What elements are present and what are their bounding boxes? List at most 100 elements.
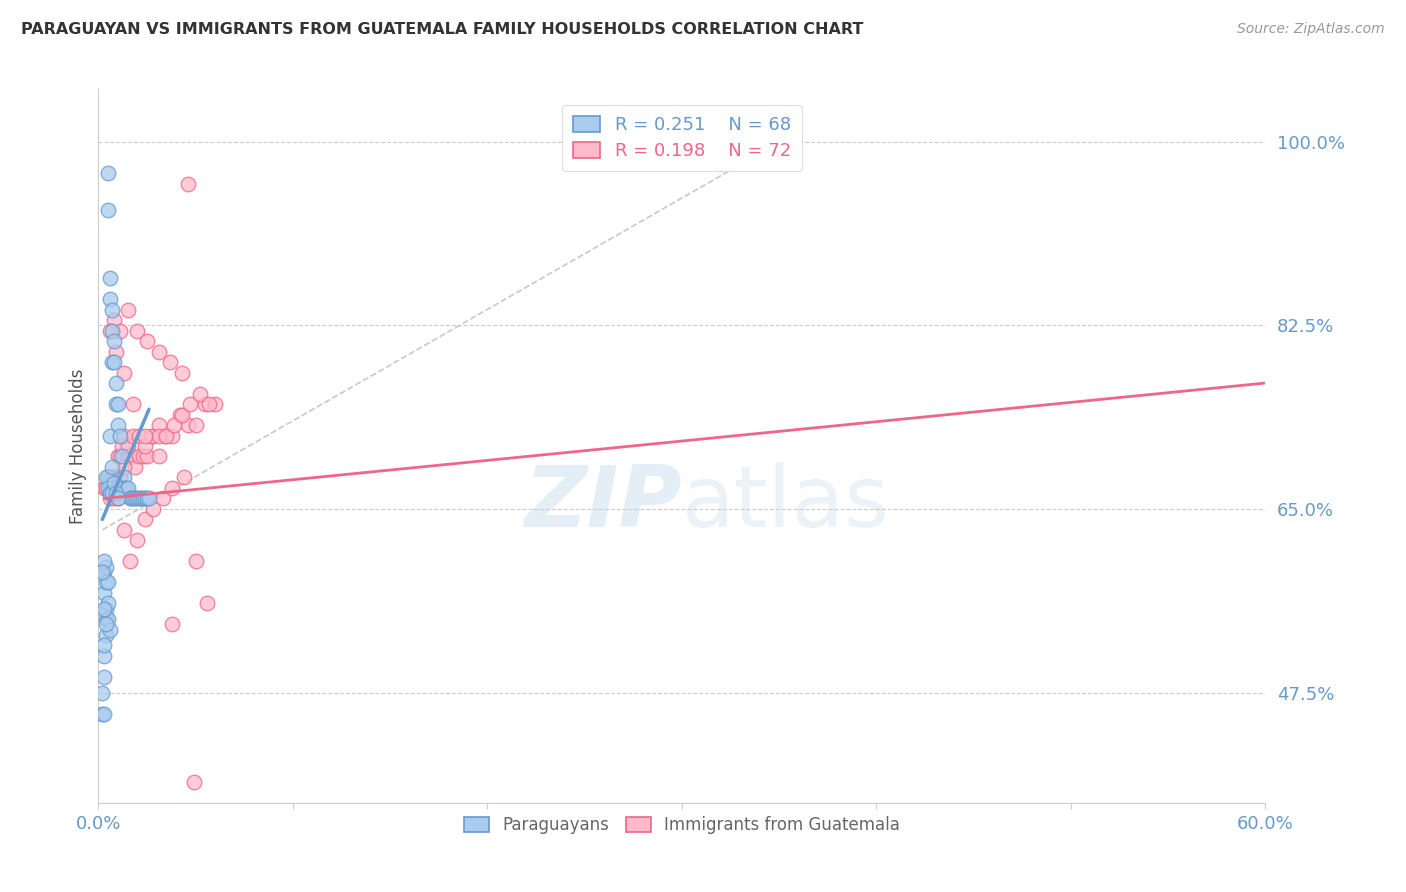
Point	[97, 596, 120, 610]
Point	[104, 486, 127, 500]
Point	[134, 491, 156, 506]
Point	[97, 575, 120, 590]
Point	[148, 450, 170, 464]
Point	[101, 470, 124, 484]
Point	[96, 601, 118, 615]
Point	[104, 376, 127, 390]
Point	[96, 628, 118, 642]
Point	[107, 450, 129, 464]
Point	[98, 271, 121, 285]
Point	[117, 450, 139, 464]
Point	[108, 481, 131, 495]
Point	[117, 481, 139, 495]
Point	[103, 334, 125, 348]
Point	[103, 491, 125, 506]
Point	[162, 617, 184, 632]
Point	[142, 428, 165, 442]
Point	[195, 596, 218, 610]
Point	[155, 428, 177, 442]
Point	[183, 774, 205, 789]
Point	[101, 486, 124, 500]
Point	[179, 397, 201, 411]
Point	[107, 481, 129, 495]
Point	[101, 460, 124, 475]
Point	[93, 586, 115, 600]
Point	[103, 313, 125, 327]
Point	[127, 491, 149, 506]
Point	[91, 565, 114, 579]
Point	[104, 470, 127, 484]
Point	[93, 670, 115, 684]
Point	[98, 292, 121, 306]
Point	[121, 450, 143, 464]
Point	[170, 408, 193, 422]
Point	[97, 470, 120, 484]
Point	[114, 481, 136, 495]
Point	[162, 481, 184, 495]
Point	[98, 481, 121, 495]
Point	[91, 706, 114, 721]
Point	[104, 481, 127, 495]
Point	[204, 397, 226, 411]
Point	[148, 428, 170, 442]
Point	[148, 344, 170, 359]
Point	[132, 491, 155, 506]
Point	[101, 355, 124, 369]
Point	[128, 491, 150, 506]
Point	[93, 481, 115, 495]
Point	[129, 491, 152, 506]
Point	[96, 470, 118, 484]
Point	[104, 344, 127, 359]
Point	[152, 491, 174, 506]
Point	[136, 334, 159, 348]
Point	[101, 324, 124, 338]
Point	[98, 486, 121, 500]
Point	[112, 470, 135, 484]
Point	[127, 324, 149, 338]
Point	[108, 470, 131, 484]
Point	[111, 439, 134, 453]
Point	[93, 554, 115, 568]
Point	[132, 450, 155, 464]
Point	[93, 601, 115, 615]
Point	[122, 428, 145, 442]
Point	[96, 575, 118, 590]
Point	[194, 397, 217, 411]
Point	[101, 481, 124, 495]
Point	[121, 491, 143, 506]
Point	[173, 470, 195, 484]
Point	[112, 523, 135, 537]
Point	[101, 302, 124, 317]
Point	[96, 617, 118, 632]
Point	[107, 417, 129, 432]
Text: PARAGUAYAN VS IMMIGRANTS FROM GUATEMALA FAMILY HOUSEHOLDS CORRELATION CHART: PARAGUAYAN VS IMMIGRANTS FROM GUATEMALA …	[21, 22, 863, 37]
Point	[128, 450, 150, 464]
Point	[159, 355, 181, 369]
Point	[162, 428, 184, 442]
Point	[112, 460, 135, 475]
Point	[107, 397, 129, 411]
Point	[93, 706, 115, 721]
Point	[97, 166, 120, 180]
Point	[198, 397, 221, 411]
Point	[104, 397, 127, 411]
Point	[111, 481, 134, 495]
Point	[103, 355, 125, 369]
Point	[184, 417, 207, 432]
Point	[96, 559, 118, 574]
Point	[142, 502, 165, 516]
Point	[170, 366, 193, 380]
Point	[118, 554, 141, 568]
Y-axis label: Family Households: Family Households	[69, 368, 87, 524]
Point	[188, 386, 211, 401]
Point	[96, 481, 118, 495]
Point	[91, 685, 114, 699]
Point	[104, 481, 127, 495]
Point	[108, 324, 131, 338]
Point	[111, 450, 134, 464]
Point	[177, 417, 200, 432]
Point	[108, 450, 131, 464]
Point	[93, 648, 115, 663]
Point	[117, 302, 139, 317]
Point	[124, 491, 146, 506]
